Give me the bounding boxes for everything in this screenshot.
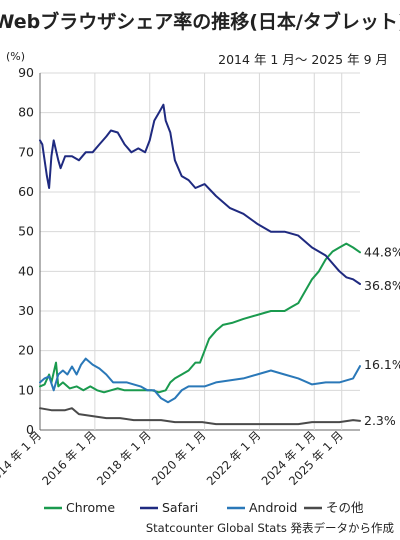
end-label-2: 16.1%: [364, 357, 400, 372]
legend-label: Safari: [162, 500, 198, 515]
y-tick-label: 0: [26, 422, 34, 437]
y-tick-label: 80: [18, 105, 34, 120]
series-lines: [39, 103, 361, 426]
y-tick-label: 60: [18, 184, 34, 199]
y-axis-ticks: 0 10 20 30 40 50 60 70 80 90: [18, 65, 34, 437]
end-labels: 44.8% 36.8% 16.1% 2.3%: [364, 244, 400, 428]
y-tick-label: 10: [18, 382, 34, 397]
legend-label: Android: [249, 500, 297, 515]
x-tick-label: 2016 年 1 月: [39, 428, 99, 488]
series-line-1: [39, 103, 361, 285]
x-tick-label: 2022 年 1 月: [204, 428, 264, 488]
x-tick-label: 2014 年 1 月: [0, 428, 44, 488]
y-tick-label: 30: [18, 303, 34, 318]
y-tick-label: 40: [18, 263, 34, 278]
grid-lines: [39, 72, 360, 431]
end-label-1: 36.8%: [364, 278, 400, 293]
x-tick-label: 2020 年 1 月: [149, 428, 209, 488]
y-tick-label: 20: [18, 343, 34, 358]
end-label-3: 2.3%: [364, 413, 396, 428]
y-tick-label: 70: [18, 144, 34, 159]
y-tick-label: 50: [18, 224, 34, 239]
legend-label: Chrome: [66, 500, 115, 515]
end-label-0: 44.8%: [364, 244, 400, 259]
chart-subtitle: 2014 年 1 月〜 2025 年 9 月: [218, 52, 388, 67]
series-line-0: [39, 242, 361, 394]
source-note: Statcounter Global Stats 発表データから作成: [146, 521, 395, 535]
series-line-3: [39, 407, 361, 426]
x-tick-label: 2018 年 1 月: [94, 428, 154, 488]
y-unit-label: (%): [6, 50, 25, 63]
y-tick-label: 90: [18, 65, 34, 80]
chart-title: Webブラウザシェア率の推移(日本/タブレット): [0, 10, 400, 33]
series-line-2: [39, 357, 361, 404]
legend: Chrome Safari Android その他: [44, 500, 364, 515]
legend-label: その他: [326, 500, 364, 515]
